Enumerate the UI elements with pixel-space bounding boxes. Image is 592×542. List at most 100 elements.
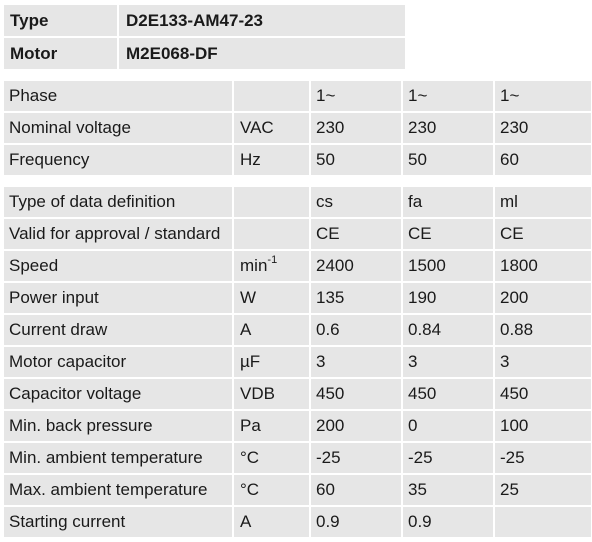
- performance-data-table: Type of data definition cs fa ml Valid for a…: [2, 185, 592, 539]
- row-label: Phase: [4, 81, 232, 111]
- row-unit: Hz: [234, 145, 309, 175]
- row-label: Speed: [4, 251, 232, 281]
- table-row: Current draw A 0.6 0.84 0.88: [4, 315, 591, 345]
- row-unit: W: [234, 283, 309, 313]
- row-label: Power input: [4, 283, 232, 313]
- unit-text: µF: [240, 352, 261, 371]
- table-row: Capacitor voltage VDB 450 450 450: [4, 379, 591, 409]
- row-unit: VAC: [234, 113, 309, 143]
- value-cell: 230: [311, 113, 401, 143]
- row-label: Current draw: [4, 315, 232, 345]
- unit-text: A: [240, 320, 252, 339]
- table-row: Type of data definition cs fa ml: [4, 187, 591, 217]
- value-cell: -25: [495, 443, 591, 473]
- value-cell: 60: [311, 475, 401, 505]
- table-row: Min. ambient temperature °C -25 -25 -25: [4, 443, 591, 473]
- value-cell: 60: [495, 145, 591, 175]
- row-label: Min. back pressure: [4, 411, 232, 441]
- type-value: D2E133-AM47-23: [119, 5, 405, 36]
- table-row: Power input W 135 190 200: [4, 283, 591, 313]
- unit-text: W: [240, 288, 257, 307]
- value-cell: 1~: [495, 81, 591, 111]
- value-cell: 3: [403, 347, 493, 377]
- unit-text: VDB: [240, 384, 275, 403]
- row-label: Type of data definition: [4, 187, 232, 217]
- value-cell: 0.88: [495, 315, 591, 345]
- row-label: Frequency: [4, 145, 232, 175]
- electrical-supply-table: Phase 1~ 1~ 1~ Nominal voltage VAC 230 230 230 Fr…: [2, 79, 592, 177]
- row-unit: A: [234, 507, 309, 537]
- row-unit: [234, 219, 309, 249]
- table-row: Speed min-1 2400 1500 1800: [4, 251, 591, 281]
- table-row: Motor capacitor µF 3 3 3: [4, 347, 591, 377]
- motor-value: M2E068-DF: [119, 38, 405, 69]
- value-cell: 190: [403, 283, 493, 313]
- value-cell: CE: [495, 219, 591, 249]
- type-row: Type D2E133-AM47-23: [4, 5, 405, 36]
- value-cell: 450: [311, 379, 401, 409]
- value-cell: CE: [311, 219, 401, 249]
- value-cell: 135: [311, 283, 401, 313]
- row-unit: °C: [234, 475, 309, 505]
- value-cell: fa: [403, 187, 493, 217]
- value-cell: 0.9: [311, 507, 401, 537]
- unit-text: min: [240, 256, 268, 275]
- value-cell: 50: [403, 145, 493, 175]
- unit-exponent: -1: [267, 254, 278, 267]
- unit-text: VAC: [240, 118, 274, 137]
- row-label: Nominal voltage: [4, 113, 232, 143]
- value-cell: [495, 507, 591, 537]
- value-cell: CE: [403, 219, 493, 249]
- value-cell: 230: [403, 113, 493, 143]
- value-cell: 0.9: [403, 507, 493, 537]
- value-cell: 35: [403, 475, 493, 505]
- value-cell: 1800: [495, 251, 591, 281]
- unit-text: A: [240, 512, 252, 531]
- row-unit: [234, 81, 309, 111]
- value-cell: 50: [311, 145, 401, 175]
- value-cell: 450: [495, 379, 591, 409]
- row-unit: VDB: [234, 379, 309, 409]
- value-cell: 0.84: [403, 315, 493, 345]
- value-cell: 450: [403, 379, 493, 409]
- row-label: Max. ambient temperature: [4, 475, 232, 505]
- row-unit: Pa: [234, 411, 309, 441]
- row-label: Min. ambient temperature: [4, 443, 232, 473]
- value-cell: 100: [495, 411, 591, 441]
- value-cell: 1~: [403, 81, 493, 111]
- row-label: Capacitor voltage: [4, 379, 232, 409]
- value-cell: -25: [403, 443, 493, 473]
- unit-text: °C: [240, 480, 260, 499]
- value-cell: ml: [495, 187, 591, 217]
- row-label: Valid for approval / standard: [4, 219, 232, 249]
- value-cell: 0: [403, 411, 493, 441]
- table-row: Frequency Hz 50 50 60: [4, 145, 591, 175]
- row-unit: µF: [234, 347, 309, 377]
- value-cell: 3: [311, 347, 401, 377]
- unit-text: Hz: [240, 150, 261, 169]
- value-cell: 2400: [311, 251, 401, 281]
- row-label: Starting current: [4, 507, 232, 537]
- table-row: Valid for approval / standard CE CE CE: [4, 219, 591, 249]
- value-cell: 200: [311, 411, 401, 441]
- table-row: Nominal voltage VAC 230 230 230: [4, 113, 591, 143]
- value-cell: 230: [495, 113, 591, 143]
- value-cell: 3: [495, 347, 591, 377]
- table-row: Phase 1~ 1~ 1~: [4, 81, 591, 111]
- table-row: Starting current A 0.9 0.9: [4, 507, 591, 537]
- value-cell: -25: [311, 443, 401, 473]
- value-cell: cs: [311, 187, 401, 217]
- table-row: Max. ambient temperature °C 60 35 25: [4, 475, 591, 505]
- value-cell: 200: [495, 283, 591, 313]
- value-cell: 1500: [403, 251, 493, 281]
- value-cell: 25: [495, 475, 591, 505]
- table-row: Min. back pressure Pa 200 0 100: [4, 411, 591, 441]
- motor-row: Motor M2E068-DF: [4, 38, 405, 69]
- row-unit: °C: [234, 443, 309, 473]
- unit-text: Pa: [240, 416, 261, 435]
- row-unit: [234, 187, 309, 217]
- value-cell: 1~: [311, 81, 401, 111]
- type-label: Type: [4, 5, 117, 36]
- row-label: Motor capacitor: [4, 347, 232, 377]
- row-unit: A: [234, 315, 309, 345]
